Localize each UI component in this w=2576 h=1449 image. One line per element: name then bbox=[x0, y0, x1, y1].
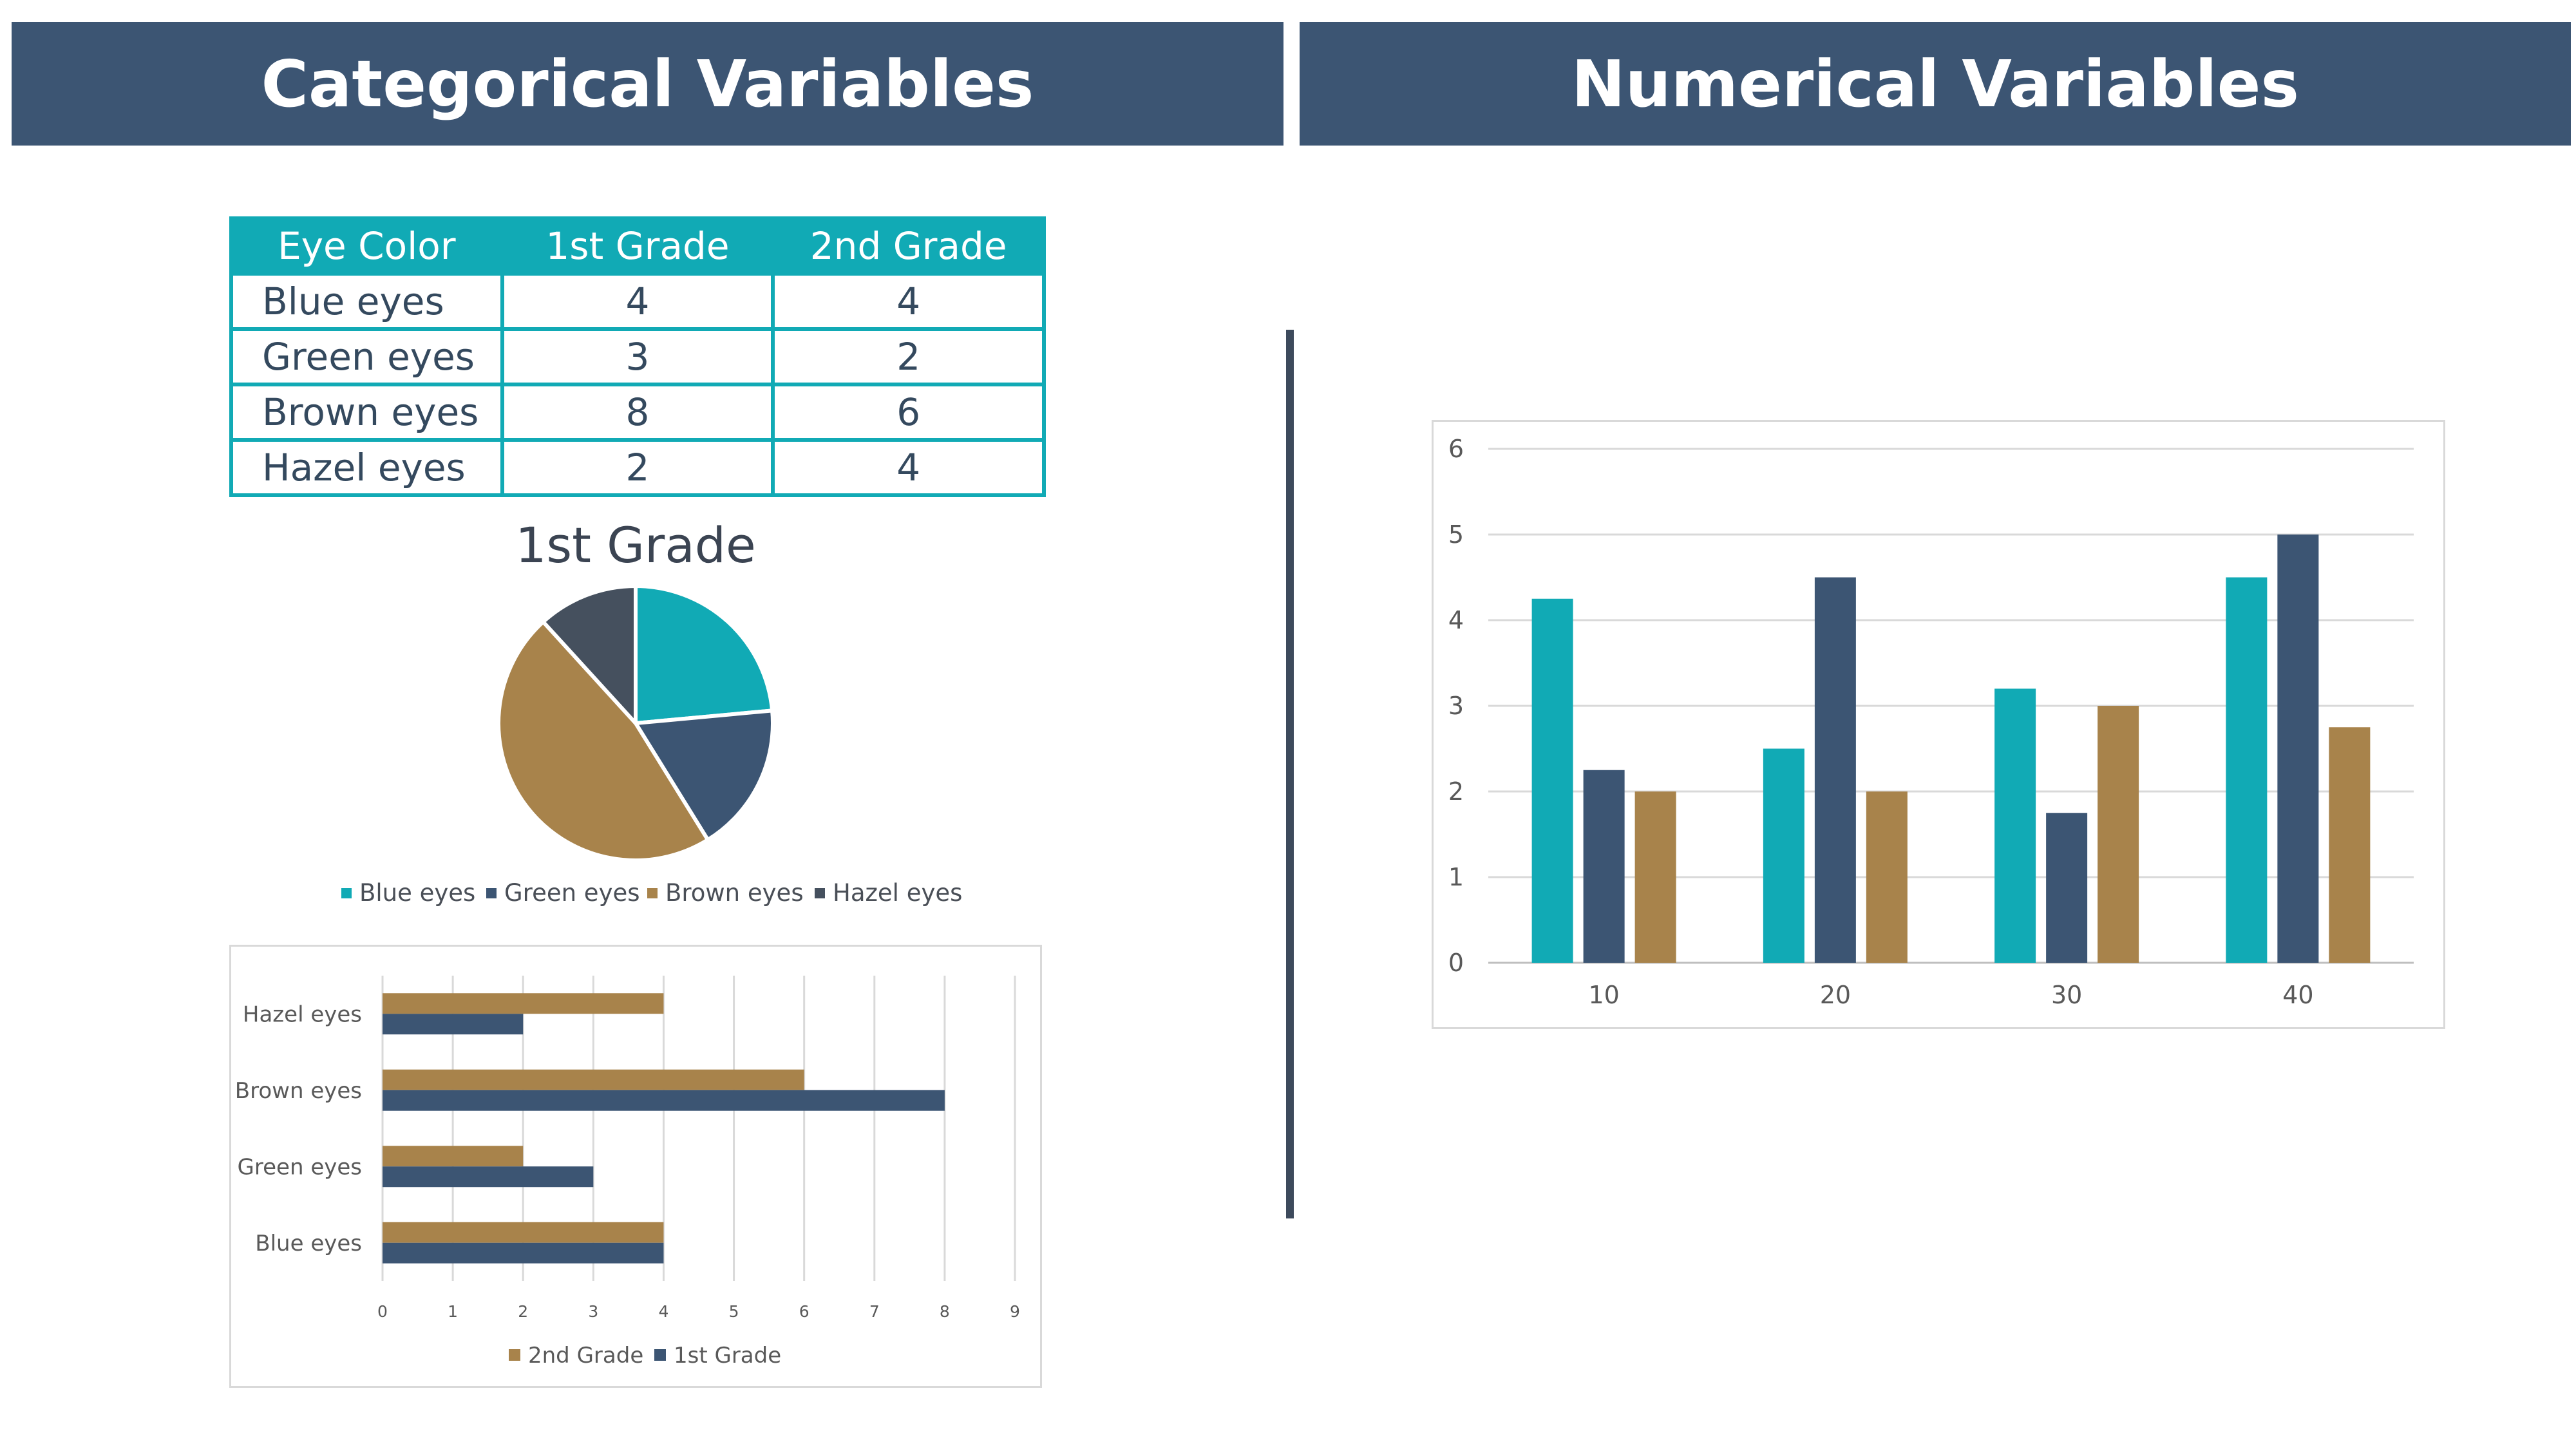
y-tick-label: 1 bbox=[1448, 863, 1464, 891]
table-cell: 8 bbox=[500, 383, 775, 442]
legend-swatch bbox=[815, 888, 825, 898]
table-cell: 3 bbox=[500, 327, 775, 386]
pie-slice bbox=[497, 619, 711, 862]
legend-swatch bbox=[654, 1349, 666, 1361]
bar bbox=[383, 1014, 524, 1035]
x-category-label: 30 bbox=[2051, 981, 2082, 1009]
pie-chart-title: 1st Grade bbox=[515, 516, 756, 574]
bar bbox=[383, 1146, 524, 1167]
x-tick-label: 8 bbox=[940, 1302, 950, 1321]
legend-swatch bbox=[647, 888, 658, 898]
numerical-variables-header: Numerical Variables bbox=[1300, 22, 2571, 146]
y-tick-label: 4 bbox=[1448, 606, 1464, 634]
table-row: Brown eyes 8 6 bbox=[229, 383, 1046, 442]
pie-slice bbox=[540, 583, 638, 728]
bar bbox=[1531, 598, 1573, 963]
x-category-label: 10 bbox=[1588, 981, 1619, 1009]
legend-label: 1st Grade bbox=[674, 1343, 781, 1368]
column-header: Eye Color bbox=[229, 216, 504, 276]
y-tick-label: 5 bbox=[1448, 520, 1464, 549]
x-tick-label: 0 bbox=[377, 1302, 388, 1321]
pie-slice bbox=[634, 583, 775, 726]
legend-swatch bbox=[509, 1349, 520, 1361]
column-header: 1st Grade bbox=[500, 216, 775, 276]
table-cell: Blue eyes bbox=[229, 272, 504, 331]
x-tick-label: 2 bbox=[518, 1302, 528, 1321]
bar bbox=[2046, 813, 2088, 963]
bar bbox=[2329, 727, 2371, 963]
table-cell: Hazel eyes bbox=[229, 438, 504, 497]
table-cell: 4 bbox=[771, 438, 1046, 497]
bar bbox=[1763, 748, 1804, 963]
table-cell: 6 bbox=[771, 383, 1046, 442]
x-category-label: 40 bbox=[2282, 981, 2313, 1009]
x-tick-label: 5 bbox=[729, 1302, 739, 1321]
table-cell: 4 bbox=[500, 272, 775, 331]
x-category-label: 20 bbox=[1820, 981, 1851, 1009]
legend-label: Green eyes bbox=[504, 879, 640, 907]
categorical-variables-header: Categorical Variables bbox=[12, 22, 1283, 146]
bar bbox=[383, 993, 664, 1014]
legend-label: 2nd Grade bbox=[528, 1343, 643, 1368]
bar bbox=[1634, 791, 1676, 963]
legend-label: Hazel eyes bbox=[833, 879, 962, 907]
y-tick-label: 6 bbox=[1448, 435, 1464, 463]
x-tick-label: 1 bbox=[448, 1302, 458, 1321]
legend-label: Brown eyes bbox=[665, 879, 804, 907]
legend-label: Blue eyes bbox=[359, 879, 475, 907]
table-cell: Green eyes bbox=[229, 327, 504, 386]
column-chart: 0 1 2 3 4 5 6 10 20 30 40 bbox=[1432, 420, 2445, 1029]
x-tick-label: 3 bbox=[588, 1302, 598, 1321]
x-tick-label: 9 bbox=[1010, 1302, 1020, 1321]
table-header-row: Eye Color 1st Grade 2nd Grade bbox=[229, 216, 1046, 276]
legend-swatch bbox=[486, 888, 497, 898]
bar bbox=[383, 1222, 664, 1243]
table-cell: 2 bbox=[771, 327, 1046, 386]
chart-border bbox=[229, 945, 1042, 1388]
y-category-label: Green eyes bbox=[238, 1154, 362, 1180]
y-category-label: Blue eyes bbox=[255, 1231, 362, 1256]
table-cell: Brown eyes bbox=[229, 383, 504, 442]
x-tick-label: 6 bbox=[799, 1302, 810, 1321]
table-row: Green eyes 3 2 bbox=[229, 327, 1046, 386]
column-header: 2nd Grade bbox=[771, 216, 1046, 276]
y-tick-label: 3 bbox=[1448, 692, 1464, 720]
y-category-label: Brown eyes bbox=[235, 1078, 362, 1104]
bar bbox=[2277, 535, 2319, 963]
y-category-label: Hazel eyes bbox=[243, 1001, 362, 1027]
bar bbox=[383, 1242, 664, 1264]
bar bbox=[2098, 706, 2139, 963]
bar bbox=[383, 1090, 945, 1111]
x-tick-label: 7 bbox=[869, 1302, 880, 1321]
bar bbox=[1866, 791, 1908, 963]
divider-line bbox=[1286, 330, 1294, 1218]
eye-color-table: Eye Color 1st Grade 2nd Grade Blue eyes … bbox=[229, 216, 1046, 497]
x-tick-label: 4 bbox=[658, 1302, 668, 1321]
bar bbox=[1994, 688, 2036, 963]
pie-slice bbox=[632, 708, 775, 843]
table-row: Blue eyes 4 4 bbox=[229, 272, 1046, 331]
table-cell: 2 bbox=[500, 438, 775, 497]
bar bbox=[1583, 770, 1625, 963]
legend-swatch bbox=[341, 888, 352, 898]
bar bbox=[2226, 577, 2268, 963]
table-cell: 4 bbox=[771, 272, 1046, 331]
y-tick-label: 0 bbox=[1448, 949, 1464, 977]
table-row: Hazel eyes 2 4 bbox=[229, 438, 1046, 497]
bar bbox=[383, 1069, 804, 1090]
y-tick-label: 2 bbox=[1448, 777, 1464, 806]
bar bbox=[383, 1166, 594, 1188]
bar bbox=[1814, 577, 1856, 963]
